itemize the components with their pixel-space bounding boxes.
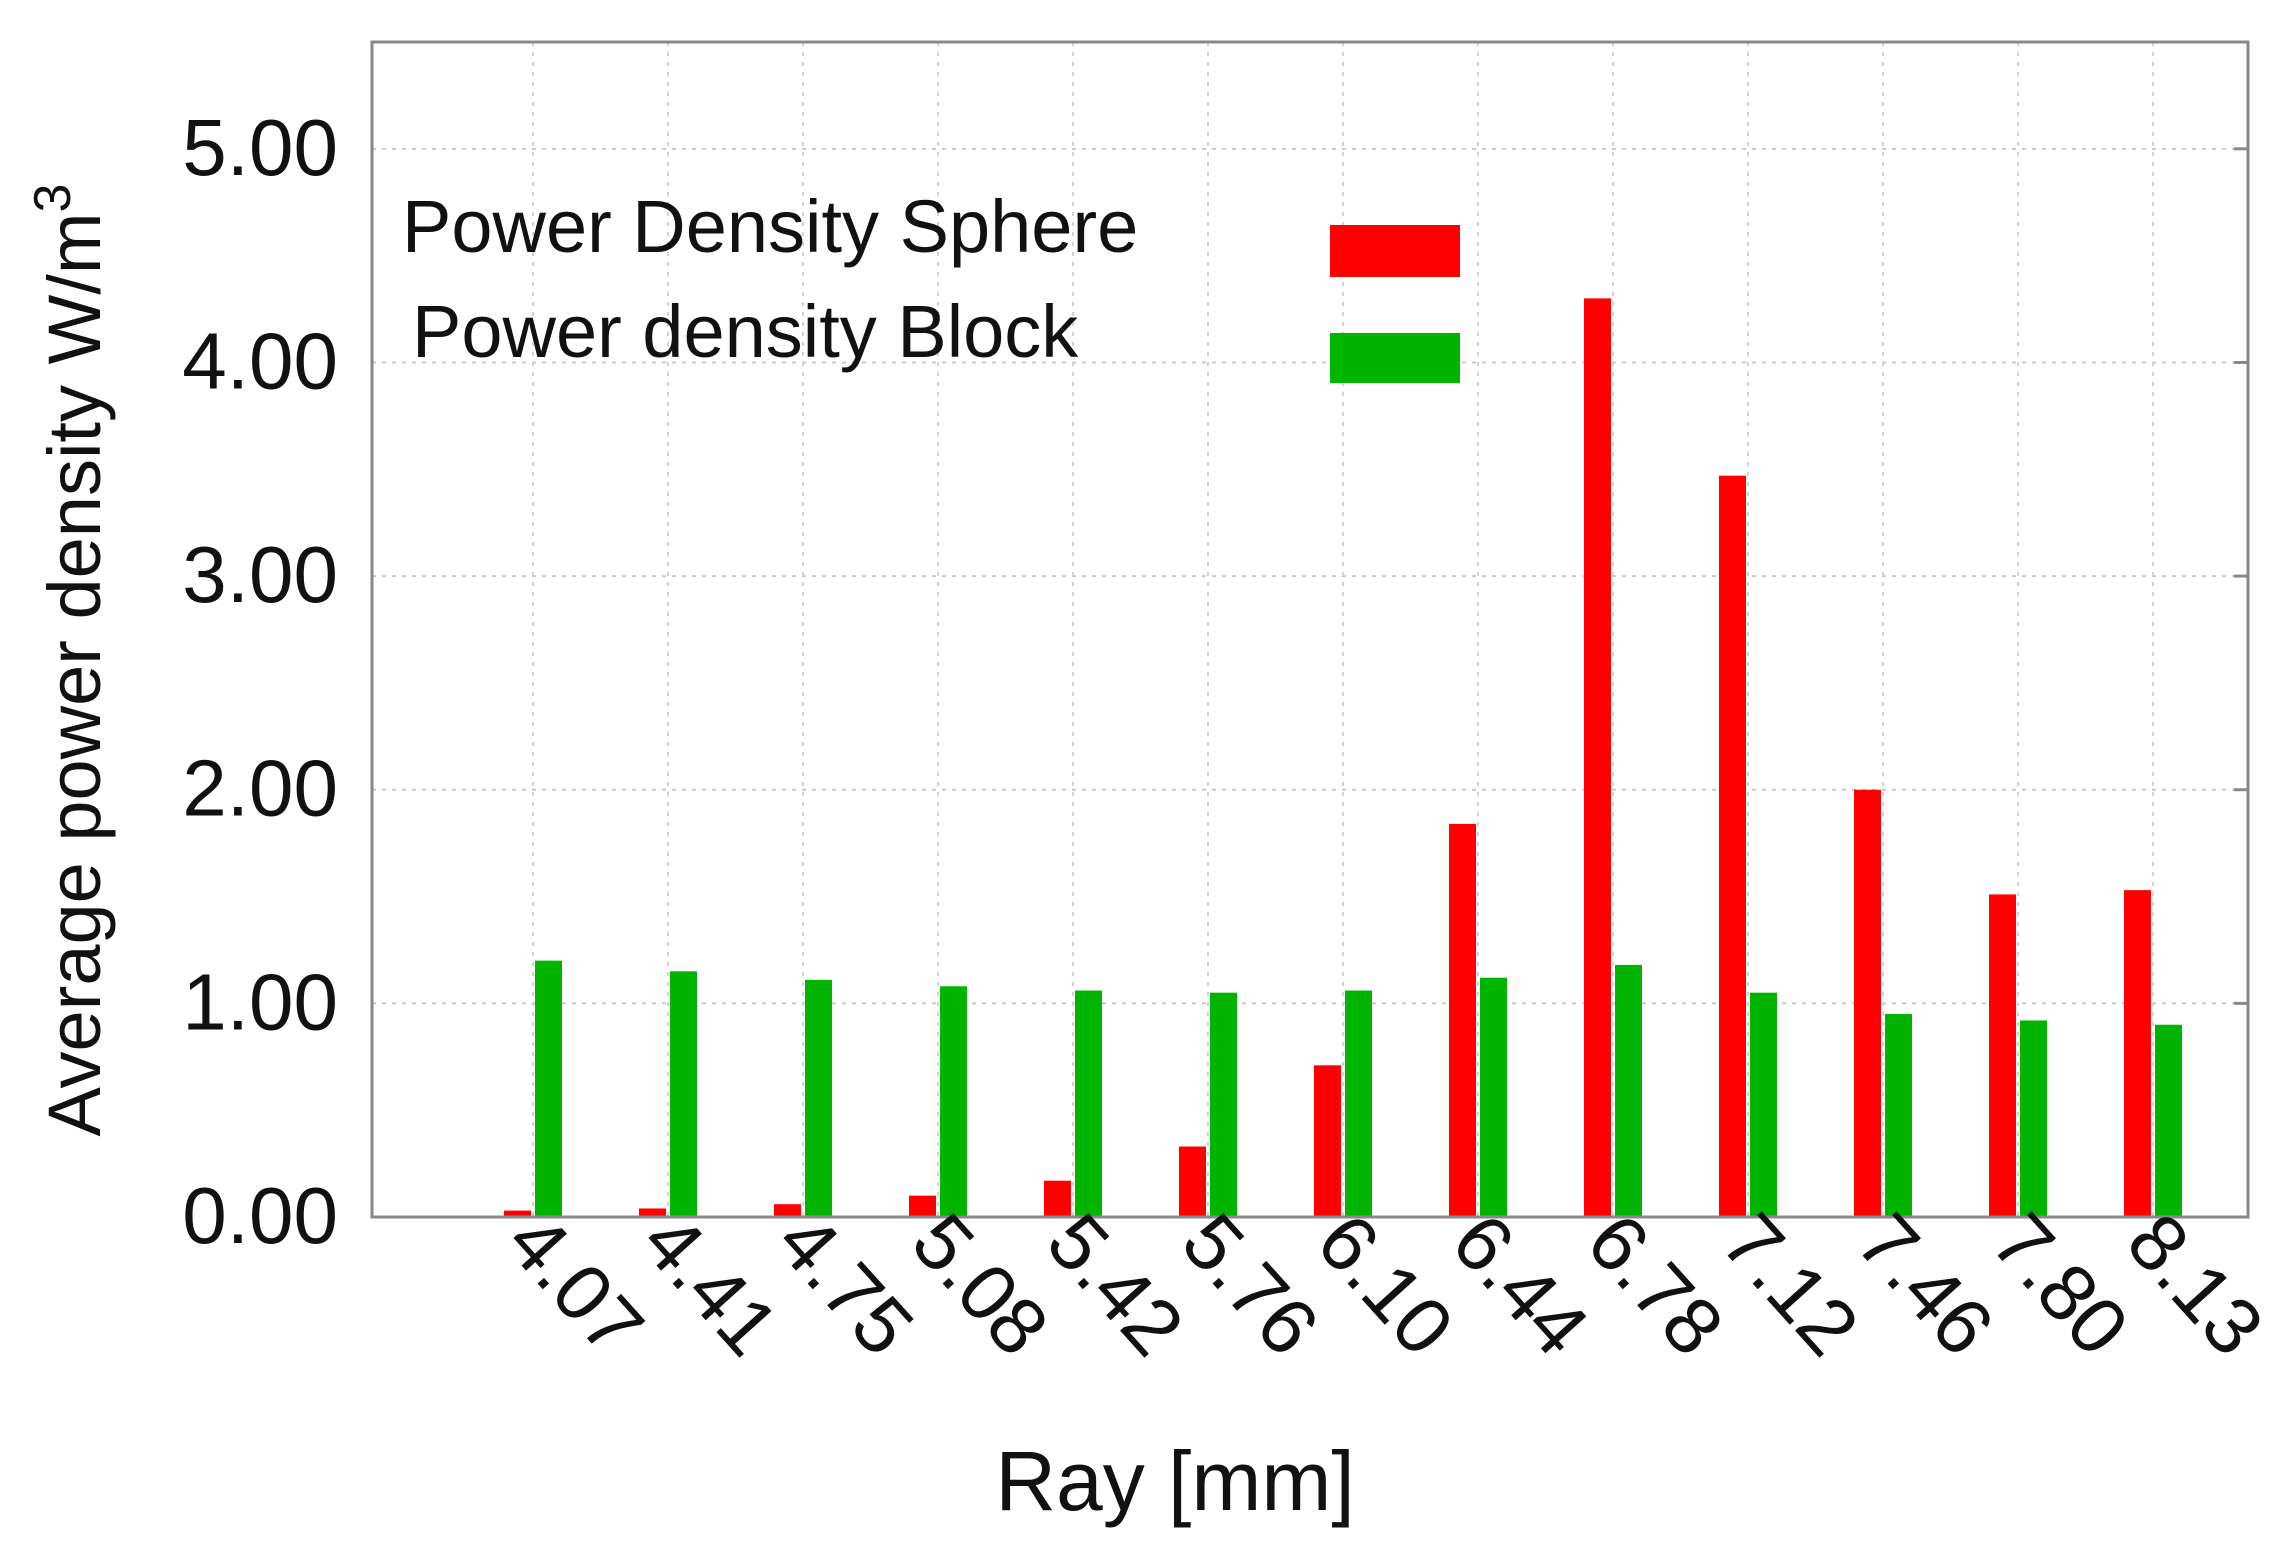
- x-axis-title: Ray [mm]: [995, 1434, 1354, 1528]
- bar-sphere: [1449, 823, 1476, 1217]
- bar-block: [1480, 977, 1507, 1217]
- bar-sphere: [1179, 1146, 1206, 1217]
- bar-block: [2020, 1020, 2047, 1217]
- bar-block: [1075, 990, 1102, 1217]
- bar-sphere: [1314, 1065, 1341, 1217]
- plot-frame: [370, 40, 2250, 1219]
- bar-block: [2155, 1024, 2182, 1217]
- bars: [504, 298, 2182, 1217]
- bar-block: [1885, 1014, 1912, 1217]
- bar-block: [1750, 992, 1777, 1217]
- bar-sphere: [1719, 475, 1746, 1217]
- bar-sphere: [1989, 894, 2016, 1217]
- y-tick-label: 1.00: [182, 957, 338, 1046]
- bar-sphere: [1044, 1180, 1071, 1217]
- bar-sphere: [504, 1210, 531, 1217]
- bar-block: [805, 979, 832, 1217]
- legend-label-block: Power density Block: [412, 290, 1079, 373]
- legend-swatch-block: [1330, 333, 1460, 383]
- bar-block: [1615, 964, 1642, 1217]
- legend-swatch-sphere: [1330, 225, 1460, 277]
- y-tick-label: 0.00: [182, 1171, 338, 1260]
- y-axis-title: Average power density W/m3: [24, 184, 116, 1137]
- legend-label-sphere: Power Density Sphere: [402, 185, 1138, 268]
- y-tick-labels: 0.00 1.00 2.00 3.00 4.00 5.00: [182, 103, 338, 1260]
- bar-block: [1210, 992, 1237, 1217]
- y-axis-title-main: Average power density W/m: [33, 212, 116, 1136]
- bar-block: [1345, 990, 1372, 1217]
- y-tick-label: 2.00: [182, 744, 338, 833]
- bar-sphere: [1584, 298, 1611, 1217]
- bar-sphere: [774, 1204, 801, 1217]
- y-tick-label: 5.00: [182, 103, 338, 192]
- bar-block: [940, 986, 967, 1217]
- bar-sphere: [2124, 890, 2151, 1217]
- legend: Power Density Sphere Power density Block: [402, 185, 1460, 383]
- bar-block: [670, 971, 697, 1217]
- bar-block: [535, 960, 562, 1217]
- bar-sphere: [1854, 789, 1881, 1217]
- y-axis-title-superscript: 3: [24, 184, 82, 213]
- y-tick-label: 4.00: [182, 316, 338, 405]
- bar-sphere: [909, 1195, 936, 1217]
- y-tick-label: 3.00: [182, 530, 338, 619]
- bar-sphere: [639, 1208, 666, 1217]
